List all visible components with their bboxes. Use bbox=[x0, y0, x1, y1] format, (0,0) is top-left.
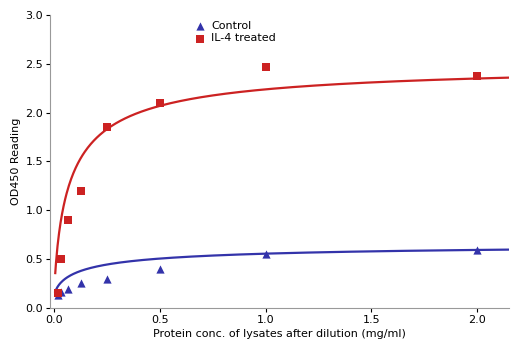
Legend: Control, IL-4 treated: Control, IL-4 treated bbox=[193, 21, 276, 43]
IL-4 treated bbox=[63, 217, 72, 223]
IL-4 treated bbox=[57, 256, 65, 262]
Control bbox=[473, 247, 482, 253]
IL-4 treated bbox=[76, 188, 85, 194]
IL-4 treated bbox=[156, 100, 164, 106]
IL-4 treated bbox=[54, 290, 62, 296]
IL-4 treated bbox=[103, 125, 111, 130]
Control bbox=[76, 281, 85, 286]
Control bbox=[57, 289, 65, 295]
Control bbox=[156, 266, 164, 272]
IL-4 treated bbox=[473, 73, 482, 78]
Control bbox=[63, 286, 72, 292]
X-axis label: Protein conc. of lysates after dilution (mg/ml): Protein conc. of lysates after dilution … bbox=[153, 329, 406, 339]
Control bbox=[262, 251, 270, 257]
IL-4 treated bbox=[262, 64, 270, 70]
Control bbox=[54, 292, 62, 298]
Y-axis label: OD450 Reading: OD450 Reading bbox=[11, 118, 21, 205]
Control bbox=[103, 276, 111, 281]
